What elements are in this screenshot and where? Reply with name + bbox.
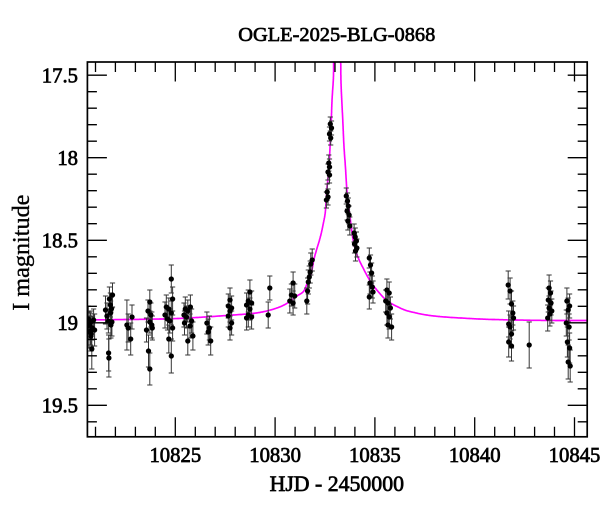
svg-text:10830: 10830 xyxy=(249,445,301,467)
svg-text:19.5: 19.5 xyxy=(42,396,78,418)
svg-text:HJD - 2450000: HJD - 2450000 xyxy=(270,472,405,496)
svg-text:18: 18 xyxy=(57,148,78,170)
svg-text:17.5: 17.5 xyxy=(42,66,78,88)
svg-text:10840: 10840 xyxy=(449,445,501,467)
svg-text:OGLE-2025-BLG-0868: OGLE-2025-BLG-0868 xyxy=(238,24,435,46)
svg-text:10845: 10845 xyxy=(549,445,600,467)
svg-text:10835: 10835 xyxy=(349,445,401,467)
svg-text:10825: 10825 xyxy=(149,445,201,467)
svg-text:19: 19 xyxy=(57,313,78,335)
svg-text:I magnitude: I magnitude xyxy=(8,195,35,311)
svg-text:18.5: 18.5 xyxy=(42,231,78,253)
